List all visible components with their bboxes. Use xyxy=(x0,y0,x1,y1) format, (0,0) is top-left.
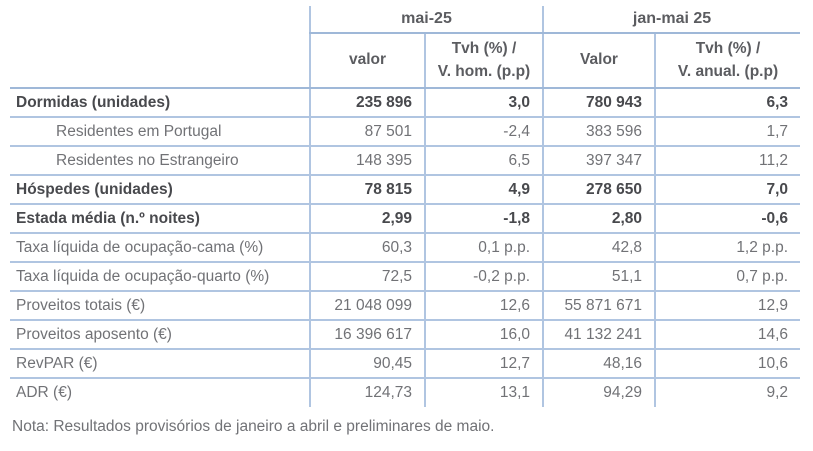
cell-value: 94,29 xyxy=(542,378,656,407)
cell-value: 55 871 671 xyxy=(542,291,656,321)
cell-value: 21 048 099 xyxy=(309,291,425,321)
cell-value: 383 596 xyxy=(542,117,656,147)
table-row: Residentes no Estrangeiro 148 395 6,5 397 3… xyxy=(10,146,801,176)
cell-value: 51,1 xyxy=(542,262,656,292)
row-label: Estada média (n.º noites) xyxy=(10,204,310,234)
cell-value: 0,1 p.p. xyxy=(423,233,544,263)
cell-value: 278 650 xyxy=(542,175,656,205)
cell-value: 10,6 xyxy=(654,349,801,379)
table-row: Proveitos aposento (€) 16 396 617 16,0 41 1… xyxy=(10,320,801,350)
table-row: Taxa líquida de ocupação-quarto (%) 72,5-… xyxy=(10,262,801,292)
cell-value: 0,7 p.p. xyxy=(654,262,801,292)
cell-value: 7,0 xyxy=(654,175,801,205)
cell-value: -2,4 xyxy=(423,117,544,147)
cell-value: 148 395 xyxy=(309,146,425,176)
row-label: Residentes em Portugal xyxy=(10,117,310,147)
header-corner-cell xyxy=(10,6,310,33)
row-label: Residentes no Estrangeiro xyxy=(10,146,310,176)
col-group-jan-mai-25: jan-mai 25 xyxy=(542,6,801,34)
cell-value: 90,45 xyxy=(309,349,425,379)
col-header-valor-mai: valor xyxy=(309,33,425,89)
tourism-stats-table: mai-25 jan-mai 25 valor Tvh (%) / V. hom… xyxy=(10,6,801,407)
cell-value: 48,16 xyxy=(542,349,656,379)
cell-value: 397 347 xyxy=(542,146,656,176)
row-label: RevPAR (€) xyxy=(10,349,310,379)
table-row: Proveitos totais (€) 21 048 099 12,6 55 871… xyxy=(10,291,801,321)
cell-value: 11,2 xyxy=(654,146,801,176)
cell-value: 14,6 xyxy=(654,320,801,350)
cell-value: -0,2 p.p. xyxy=(423,262,544,292)
row-label: Taxa líquida de ocupação-quarto (%) xyxy=(10,262,310,292)
cell-value: 42,8 xyxy=(542,233,656,263)
cell-value: 6,3 xyxy=(654,88,801,118)
cell-value: 6,5 xyxy=(423,146,544,176)
col-header-tvh-hom: Tvh (%) / V. hom. (p.p) xyxy=(423,33,544,89)
cell-value: 780 943 xyxy=(542,88,656,118)
row-label: Dormidas (unidades) xyxy=(10,88,310,118)
table-row: Hóspedes (unidades) 78 815 4,9 278 650 7,0 xyxy=(10,175,801,205)
row-label: Hóspedes (unidades) xyxy=(10,175,310,205)
cell-value: 78 815 xyxy=(309,175,425,205)
cell-value: 12,6 xyxy=(423,291,544,321)
table-row: ADR (€) 124,73 13,1 94,29 9,2 xyxy=(10,378,801,407)
cell-value: 2,80 xyxy=(542,204,656,234)
cell-value: 16,0 xyxy=(423,320,544,350)
table-row: Dormidas (unidades) 235 896 3,0 780 943 6,3 xyxy=(10,88,801,118)
subheader-corner-cell xyxy=(10,33,310,89)
cell-value: -1,8 xyxy=(423,204,544,234)
cell-value: 235 896 xyxy=(309,88,425,118)
col-header-tvh-anual: Tvh (%) / V. anual. (p.p) xyxy=(654,33,801,89)
cell-value: 124,73 xyxy=(309,378,425,407)
cell-value: 41 132 241 xyxy=(542,320,656,350)
cell-value: 16 396 617 xyxy=(309,320,425,350)
cell-value: 3,0 xyxy=(423,88,544,118)
cell-value: 1,2 p.p. xyxy=(654,233,801,263)
cell-value: 4,9 xyxy=(423,175,544,205)
row-label: Proveitos totais (€) xyxy=(10,291,310,321)
row-label: Proveitos aposento (€) xyxy=(10,320,310,350)
cell-value: 2,99 xyxy=(309,204,425,234)
cell-value: 9,2 xyxy=(654,378,801,407)
cell-value: 12,7 xyxy=(423,349,544,379)
table-body: Dormidas (unidades) 235 896 3,0 780 943 6,3 R… xyxy=(10,88,801,407)
cell-value: -0,6 xyxy=(654,204,801,234)
cell-value: 87 501 xyxy=(309,117,425,147)
period-header-row: mai-25 jan-mai 25 xyxy=(10,6,801,34)
cell-value: 12,9 xyxy=(654,291,801,321)
table-row: RevPAR (€) 90,45 12,7 48,16 10,6 xyxy=(10,349,801,379)
col-group-mai-25: mai-25 xyxy=(308,6,544,34)
cell-value: 72,5 xyxy=(309,262,425,292)
subheader-row: valor Tvh (%) / V. hom. (p.p) Valor Tvh … xyxy=(10,33,801,89)
table-row: Residentes em Portugal 87 501 -2,4 383 596 1… xyxy=(10,117,801,147)
cell-value: 60,3 xyxy=(309,233,425,263)
row-label: Taxa líquida de ocupação-cama (%) xyxy=(10,233,310,263)
table-note: Nota: Resultados provisórios de janeiro … xyxy=(12,418,495,435)
col-header-valor-janmai: Valor xyxy=(542,33,656,89)
table-row: Taxa líquida de ocupação-cama (%) 60,3 0,1… xyxy=(10,233,801,263)
table-row: Estada média (n.º noites) 2,99 -1,8 2,80 -0,… xyxy=(10,204,801,234)
cell-value: 1,7 xyxy=(654,117,801,147)
row-label: ADR (€) xyxy=(16,384,72,401)
cell-value: 13,1 xyxy=(423,378,544,407)
